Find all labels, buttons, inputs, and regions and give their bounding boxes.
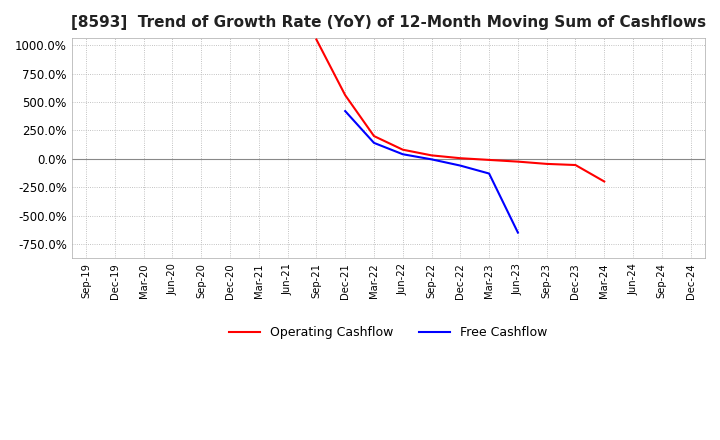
Free Cashflow [398,152,407,157]
Line: Operating Cashflow: Operating Cashflow [316,40,604,181]
Free Cashflow [456,163,464,168]
Operating Cashflow [398,147,407,152]
Operating Cashflow [542,161,551,166]
Free Cashflow [427,157,436,162]
Operating Cashflow [485,157,493,162]
Free Cashflow [513,230,522,235]
Operating Cashflow [427,153,436,158]
Operating Cashflow [456,156,464,161]
Operating Cashflow [600,179,608,184]
Line: Free Cashflow: Free Cashflow [345,111,518,233]
Free Cashflow [485,171,493,176]
Title: [8593]  Trend of Growth Rate (YoY) of 12-Month Moving Sum of Cashflows: [8593] Trend of Growth Rate (YoY) of 12-… [71,15,706,30]
Operating Cashflow [513,159,522,164]
Free Cashflow [369,140,378,146]
Operating Cashflow [571,162,580,168]
Operating Cashflow [312,37,320,42]
Operating Cashflow [341,92,349,98]
Legend: Operating Cashflow, Free Cashflow: Operating Cashflow, Free Cashflow [224,321,552,345]
Free Cashflow [341,108,349,114]
Operating Cashflow [369,133,378,139]
